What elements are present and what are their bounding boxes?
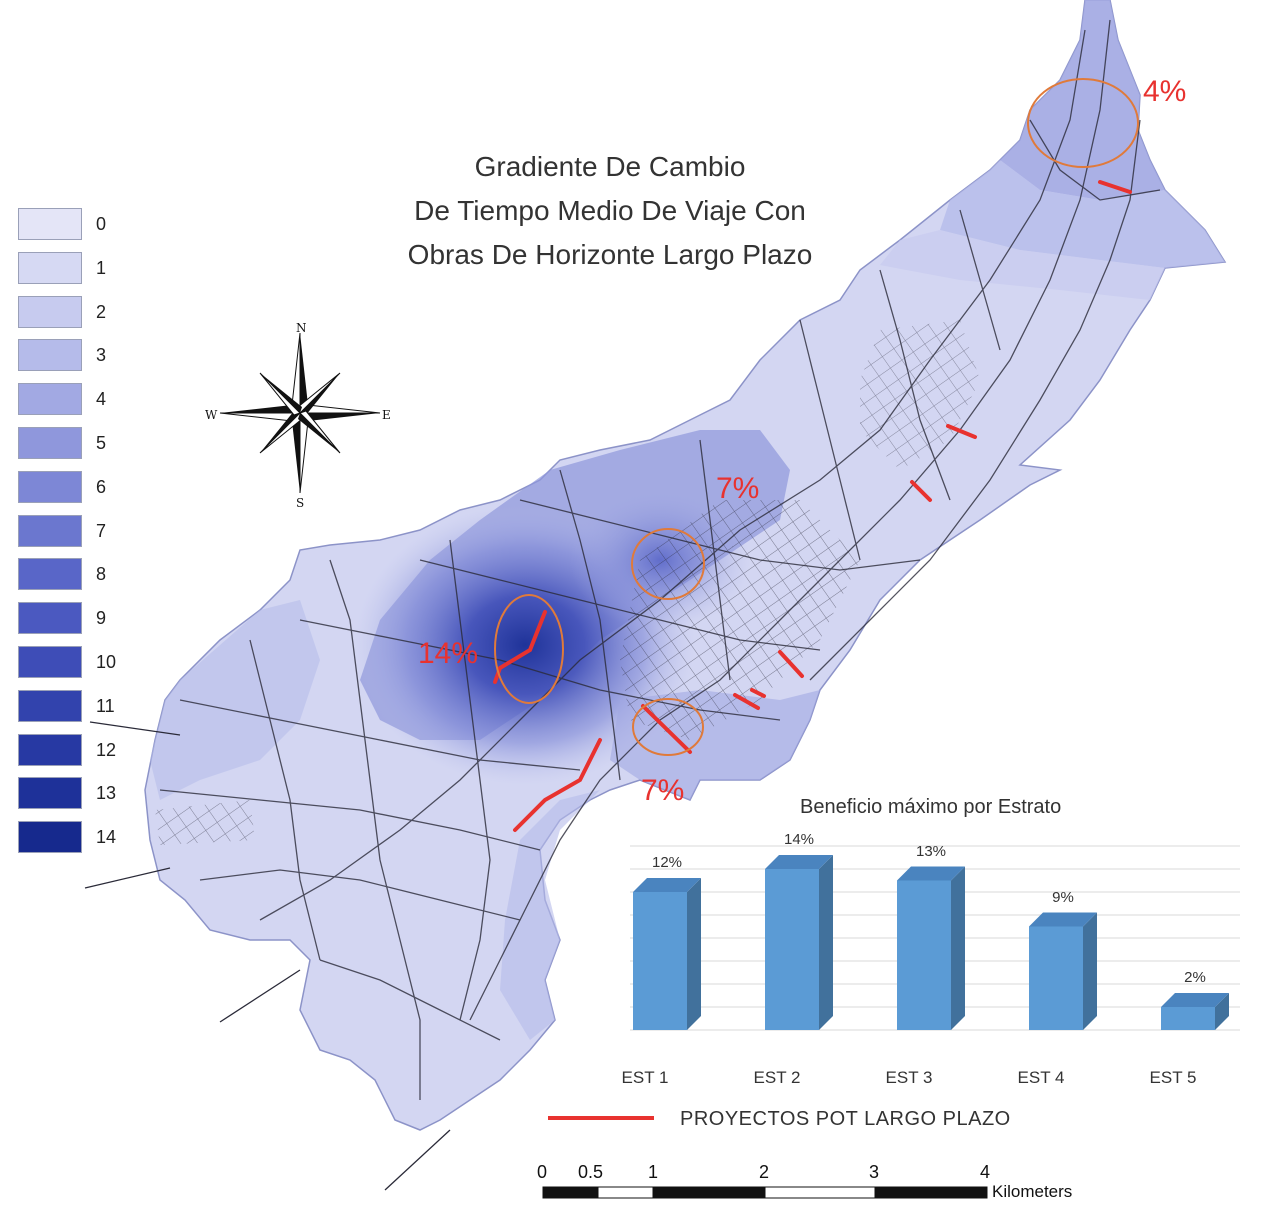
compass-west-label: W <box>205 408 218 422</box>
legend-value-label: 14 <box>96 827 117 848</box>
map-title: Gradiente De Cambio De Tiempo Medio De V… <box>330 145 890 277</box>
chart-bar-top <box>1029 912 1097 927</box>
chart-bar-front <box>897 880 951 1030</box>
chart-bar-top <box>897 866 965 881</box>
scale-tick: 1 <box>648 1162 659 1182</box>
chart-bar-front <box>1029 926 1083 1030</box>
legend-swatch <box>18 733 82 766</box>
legend-value-label: 7 <box>96 520 107 541</box>
legend-value-label: 12 <box>96 739 117 760</box>
legend-swatch <box>18 645 82 678</box>
chart-bar <box>897 866 965 1030</box>
chart-bar <box>1161 993 1229 1030</box>
chart-bar <box>1029 912 1097 1030</box>
legend-swatch <box>18 251 82 284</box>
project-legend-label: PROYECTOS POT LARGO PLAZO <box>680 1108 1011 1130</box>
chart-bar-front <box>765 869 819 1030</box>
legend-swatch <box>18 426 82 459</box>
legend-swatch <box>18 558 82 591</box>
compass-rose-icon <box>219 332 381 494</box>
legend-swatch <box>18 208 82 240</box>
scale-tick: 3 <box>869 1162 880 1182</box>
legend-value-label: 13 <box>96 783 117 804</box>
chart-category-label: EST 2 <box>753 1068 801 1087</box>
chart-bar <box>633 878 701 1030</box>
chart-bar-side <box>1083 912 1097 1030</box>
callout-circles <box>494 78 1139 756</box>
legend-swatch <box>18 514 82 547</box>
legend-swatch <box>18 339 82 372</box>
chart-category-label: EST 5 <box>1149 1068 1197 1087</box>
legend-value-label: 1 <box>96 257 107 278</box>
scale-tick: 0 <box>537 1162 548 1182</box>
compass-north-label: N <box>296 321 307 335</box>
map-title-line: Obras De Horizonte Largo Plazo <box>407 239 813 270</box>
compass-south-label: S <box>296 496 305 510</box>
legend-swatch <box>18 602 82 635</box>
scale-tick: 4 <box>980 1162 991 1182</box>
callout-label: 7% <box>716 472 760 505</box>
scale-unit-label: Kilometers <box>992 1182 1073 1201</box>
legend-swatch <box>18 470 82 503</box>
callout-label: 4% <box>1143 75 1187 108</box>
chart-value-label: 2% <box>1184 969 1206 986</box>
chart-value-label: 13% <box>915 842 947 860</box>
legend-swatch <box>18 689 82 722</box>
chart-bar-front <box>633 892 687 1030</box>
legend-value-label: 2 <box>96 301 107 322</box>
legend-value-label: 4 <box>96 389 107 410</box>
legend-swatch <box>18 295 82 328</box>
legend-value-label: 0 <box>96 214 107 234</box>
chart-value-label: 14% <box>783 831 815 848</box>
legend-value-label: 11 <box>96 695 115 716</box>
callout-label: 14% <box>418 637 479 670</box>
chart-title: Beneficio máximo por Estrato <box>800 796 1062 818</box>
legend-swatch <box>18 383 82 416</box>
scale-bar <box>542 1186 988 1199</box>
legend-value-label: 10 <box>96 651 117 672</box>
chart-value-label: 12% <box>651 854 683 871</box>
map-title-line: Gradiente De Cambio <box>474 151 746 182</box>
chart-bar-front <box>1161 1007 1215 1030</box>
chart-bar-top <box>633 878 701 892</box>
chart-bar-side <box>1215 993 1229 1030</box>
legend-swatch <box>18 821 82 854</box>
chart-category-label: EST 3 <box>885 1068 933 1087</box>
chart-value-label: 9% <box>1052 888 1074 906</box>
chart-category-label: EST 4 <box>1017 1068 1065 1087</box>
legend-value-label: 8 <box>96 564 107 585</box>
legend-value-label: 6 <box>96 476 107 497</box>
callout-label: 7% <box>641 774 685 807</box>
compass-east-label: E <box>382 408 391 422</box>
chart-bar-side <box>819 855 833 1030</box>
chart-bar-side <box>687 878 701 1030</box>
chart-bar-top <box>1161 993 1229 1007</box>
map-title-line: De Tiempo Medio De Viaje Con <box>414 195 806 226</box>
legend-value-label: 3 <box>96 345 107 366</box>
chart-category-label: EST 1 <box>621 1068 669 1087</box>
project-lines <box>493 180 1132 832</box>
legend-value-label: 9 <box>96 608 107 629</box>
chart-bar-top <box>765 855 833 869</box>
chart-panel <box>618 836 1248 1046</box>
chart-bar <box>765 855 833 1030</box>
legend-value-label: 5 <box>96 432 107 453</box>
scale-tick: 0.5 <box>578 1162 604 1182</box>
scale-tick: 2 <box>759 1162 770 1182</box>
chart-bar-side <box>951 866 965 1030</box>
legend-swatch <box>18 777 82 810</box>
